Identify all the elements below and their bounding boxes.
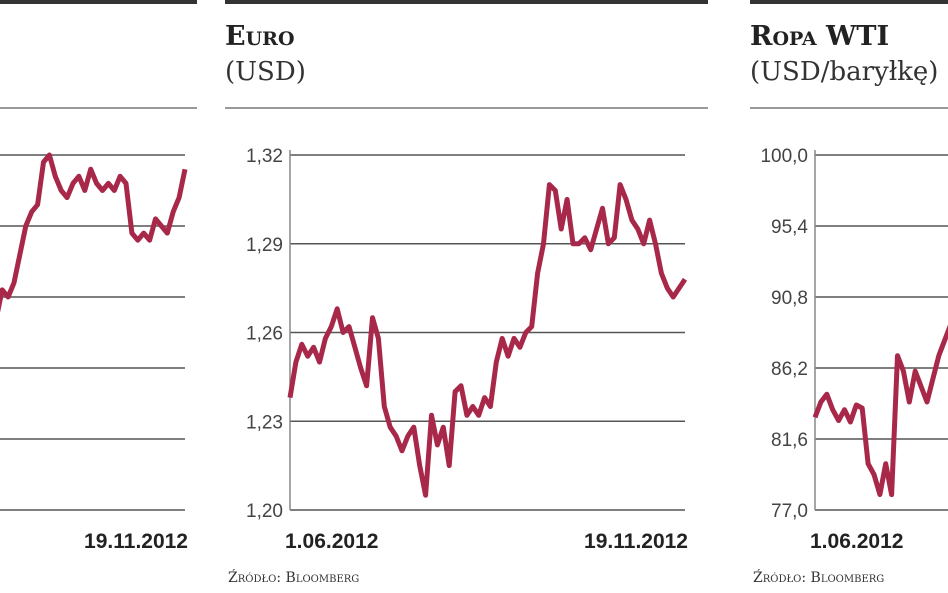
x-tick-label: 19.11.2012 — [584, 530, 688, 553]
source-note: Źródło: Bloomberg — [753, 568, 884, 586]
y-tick-label: 1,29 — [246, 235, 283, 256]
price-line — [287, 182, 688, 498]
chart-subtitle: (USD/baryłkę) — [750, 57, 938, 87]
source-note: Źródło: Bloomberg — [228, 568, 359, 586]
y-tick-label: 90,8 — [771, 288, 808, 309]
y-tick-label: 81,6 — [771, 430, 808, 451]
x-tick-label: 19.11.2012 — [84, 530, 188, 553]
x-tick-label: 1.06.2012 — [810, 530, 903, 553]
y-tick-label: 1,32 — [246, 146, 283, 167]
chart-panel: 19.11.2012 — [0, 0, 197, 553]
top-bar — [225, 0, 708, 4]
chart-panel: Euro (USD) 1,20 1,23 1,26 1,29 1,32 1.06.2012 19… — [225, 0, 708, 586]
y-tick-label: 100,0 — [760, 146, 808, 167]
y-tick-label: 86,2 — [771, 359, 808, 380]
chart-subtitle: (USD) — [225, 57, 306, 87]
y-tick-label: 1,23 — [246, 412, 283, 433]
y-tick-label: 1,20 — [246, 501, 283, 522]
x-tick-label: 1.06.2012 — [285, 530, 378, 553]
chart-title: Ropa WTI — [750, 21, 889, 52]
y-tick-label: 1,26 — [246, 324, 283, 345]
y-tick-label: 95,4 — [771, 217, 808, 238]
chart-panel: Ropa WTI (USD/baryłkę) 77,0 81,6 86,2 90,8 95,… — [750, 0, 948, 586]
price-line — [0, 152, 188, 313]
y-tick-label: 77,0 — [771, 501, 808, 522]
chart-title: Euro — [225, 21, 295, 52]
price-line — [812, 324, 948, 498]
top-bar — [750, 0, 948, 4]
top-bar — [0, 0, 197, 4]
